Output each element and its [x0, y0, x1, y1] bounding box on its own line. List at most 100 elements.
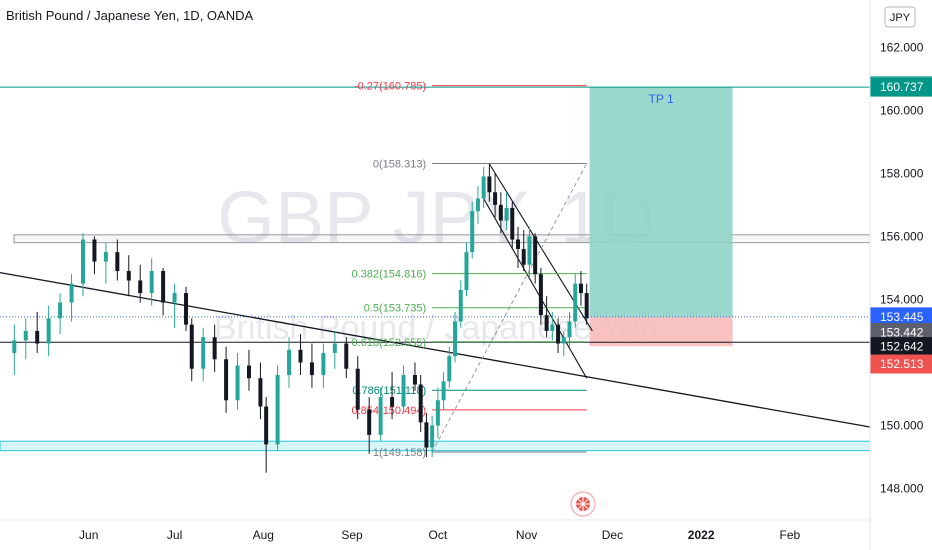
- y-tick-label: 148.000: [880, 481, 924, 495]
- candle-body: [487, 176, 492, 193]
- candle-body: [527, 236, 532, 265]
- candle-body: [103, 252, 108, 262]
- candle-body: [92, 239, 97, 262]
- fib-level-label: 1(149.158): [373, 447, 426, 459]
- fib-level-label: 0(158.313): [373, 158, 426, 170]
- candle-body: [264, 406, 269, 445]
- candle-body: [149, 271, 154, 294]
- candle-body: [161, 271, 166, 303]
- candle-body: [435, 400, 440, 426]
- currency-button[interactable]: JPY: [884, 6, 916, 28]
- fib-level-label: 0.618(152.655): [352, 337, 427, 349]
- candle-body: [390, 397, 395, 407]
- candle-body: [275, 375, 280, 445]
- candle-body: [561, 337, 566, 344]
- candle-body: [521, 248, 526, 265]
- y-tick-label: 154.000: [880, 292, 924, 306]
- resistance-zone: [13, 234, 871, 244]
- y-tick-label: 160.000: [880, 103, 924, 117]
- price-badge: [870, 354, 932, 374]
- x-tick-label: Feb: [780, 528, 801, 542]
- candle-body: [470, 211, 475, 253]
- x-tick-label: Dec: [602, 528, 623, 542]
- watermark-symbol: GBP JPY, 1D: [217, 176, 654, 259]
- candle-body: [126, 271, 131, 281]
- y-tick-label: 150.000: [880, 418, 924, 432]
- candle-body: [23, 330, 28, 341]
- candle-body: [578, 283, 583, 294]
- candle-body: [544, 315, 549, 331]
- candle-body: [344, 343, 349, 369]
- candle-body: [58, 302, 63, 319]
- candle-body: [567, 321, 572, 338]
- price-badge-label: 153.445: [880, 310, 924, 324]
- stop-zone: [589, 316, 733, 347]
- price-badge: [870, 77, 932, 97]
- price-badges: 160.774160.737153.44508:59:51153.442152.…: [870, 76, 932, 374]
- candle-body: [224, 359, 229, 401]
- candle-body: [412, 375, 417, 385]
- candle-body: [504, 208, 509, 221]
- x-tick-label: Aug: [253, 528, 274, 542]
- candle-body: [367, 409, 372, 435]
- y-tick-label: 158.000: [880, 166, 924, 180]
- candle-body: [235, 365, 240, 401]
- candle-body: [510, 208, 515, 240]
- candle-body: [538, 274, 543, 316]
- candle-body: [378, 397, 383, 435]
- candle-body: [475, 198, 480, 212]
- fib-level-label: -0.27(160.785): [354, 81, 426, 93]
- tradingview-logo-icon[interactable]: [570, 491, 596, 517]
- candle-body: [424, 422, 429, 448]
- x-tick-label: Sep: [341, 528, 363, 542]
- candle-body: [556, 324, 561, 344]
- candle-body: [498, 204, 503, 221]
- candle-body: [184, 293, 189, 325]
- candle-body: [573, 283, 578, 322]
- fib-retracement[interactable]: -0.27(160.785) 0(158.313) 0.382(154.816) 0.…: [352, 81, 588, 459]
- candle-body: [464, 252, 469, 290]
- support-zone: [0, 440, 871, 452]
- target-label: TP 1: [649, 92, 674, 106]
- candle-body: [584, 293, 589, 319]
- candle-body: [246, 365, 251, 379]
- watermark-name: British Pound / Japanese Yen: [214, 309, 658, 347]
- candle-body: [309, 362, 314, 376]
- currency-label[interactable]: JPY: [890, 12, 911, 24]
- price-badge-label: 152.642: [880, 340, 924, 354]
- price-badge-label: 160.737: [880, 80, 924, 94]
- fib-level-label: 0.382(154.816): [352, 269, 427, 281]
- candle-body: [453, 321, 458, 357]
- candle-body: [80, 239, 85, 284]
- candle-body: [115, 252, 120, 272]
- x-tick-label: 2022: [688, 528, 715, 542]
- candle-body: [515, 239, 520, 249]
- candle-body: [189, 324, 194, 369]
- candle-body: [447, 356, 452, 382]
- candle-body: [258, 378, 263, 407]
- candle-body: [172, 293, 177, 303]
- candle-body: [418, 384, 423, 423]
- candle-body: [430, 425, 435, 448]
- position-tool[interactable]: TP 1: [0, 86, 870, 347]
- candle-body: [458, 289, 463, 322]
- x-tick-label: Oct: [429, 528, 448, 542]
- candle-body: [201, 337, 206, 369]
- candle-body: [321, 352, 326, 376]
- chart-title: British Pound / Japanese Yen, 1D, OANDA: [6, 8, 254, 23]
- candle-body: [493, 192, 498, 205]
- candle-body: [287, 349, 292, 376]
- x-tick-label: Jul: [167, 528, 182, 542]
- candle-body: [298, 349, 303, 363]
- fib-level-label: 0.854(150.494): [352, 405, 427, 417]
- fib-level-label: 0.5(153.735): [364, 303, 426, 315]
- candle-body: [35, 330, 40, 344]
- candle-body: [46, 318, 51, 344]
- candle-body: [550, 324, 555, 331]
- y-tick-label: 162.000: [880, 40, 924, 54]
- watermark: GBP JPY, 1D British Pound / Japanese Yen: [214, 176, 658, 347]
- y-tick-label: 156.000: [880, 229, 924, 243]
- candle-body: [533, 236, 538, 275]
- candle-body: [212, 337, 217, 360]
